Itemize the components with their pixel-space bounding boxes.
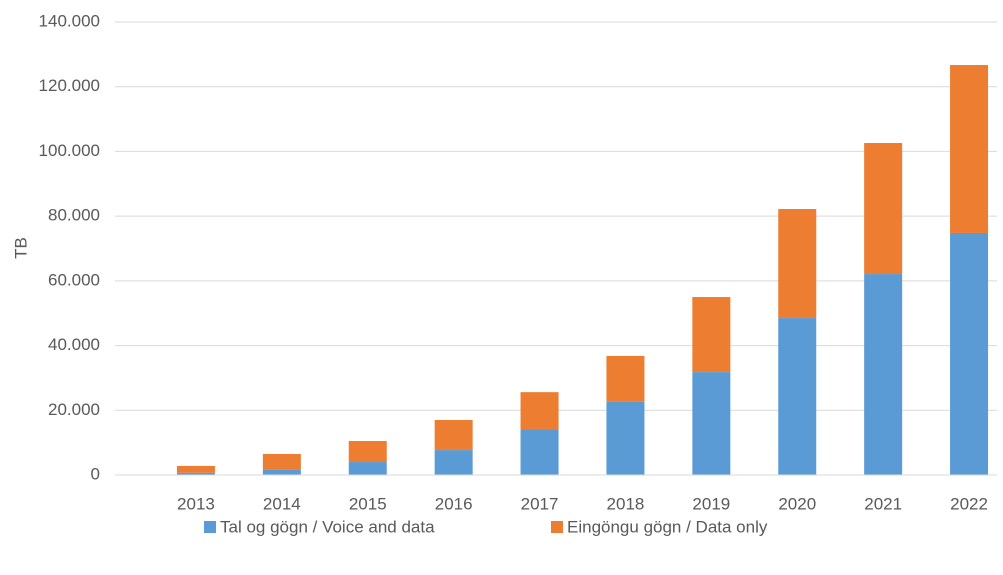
bar-segment bbox=[434, 419, 473, 451]
bar-segment bbox=[864, 143, 903, 275]
x-tick-label: 2015 bbox=[349, 494, 387, 513]
bar-segment bbox=[262, 469, 301, 475]
x-tick-label: 2019 bbox=[692, 494, 730, 513]
y-tick-label: 100.000 bbox=[39, 141, 100, 160]
bar-segment bbox=[176, 465, 215, 473]
x-tick-label: 2022 bbox=[950, 494, 988, 513]
x-tick-label: 2017 bbox=[521, 494, 559, 513]
y-axis-title: TB bbox=[11, 237, 30, 259]
legend-label: Eingöngu gögn / Data only bbox=[567, 517, 768, 536]
legend-swatch bbox=[551, 521, 563, 533]
bar-segment bbox=[950, 65, 989, 233]
bar-segment bbox=[864, 274, 903, 475]
x-tick-label: 2018 bbox=[607, 494, 645, 513]
x-tick-label: 2016 bbox=[435, 494, 473, 513]
y-tick-label: 120.000 bbox=[39, 76, 100, 95]
y-tick-label: 80.000 bbox=[48, 206, 100, 225]
x-tick-label: 2021 bbox=[864, 494, 902, 513]
x-tick-label: 2013 bbox=[177, 494, 215, 513]
bar-segment bbox=[176, 472, 215, 475]
x-tick-label: 2014 bbox=[263, 494, 301, 513]
bar-segment bbox=[348, 462, 387, 475]
bar-segment bbox=[520, 392, 559, 430]
y-tick-label: 40.000 bbox=[48, 335, 100, 354]
bar-segment bbox=[262, 453, 301, 470]
y-tick-label: 0 bbox=[91, 464, 100, 483]
bar-segment bbox=[348, 441, 387, 463]
y-tick-label: 20.000 bbox=[48, 400, 100, 419]
y-tick-label: 60.000 bbox=[48, 270, 100, 289]
y-tick-label: 140.000 bbox=[39, 11, 100, 30]
bar-segment bbox=[692, 297, 731, 373]
bar-segment bbox=[434, 450, 473, 475]
x-tick-label: 2020 bbox=[778, 494, 816, 513]
bar-segment bbox=[606, 401, 645, 475]
bar-segment bbox=[520, 429, 559, 475]
legend-label: Tal og gögn / Voice and data bbox=[220, 517, 435, 536]
legend-swatch bbox=[204, 521, 216, 533]
bar-segment bbox=[778, 318, 817, 475]
bar-segment bbox=[692, 372, 731, 475]
bar-segment bbox=[606, 355, 645, 402]
bar-segment bbox=[778, 209, 817, 319]
bar-segment bbox=[950, 232, 989, 475]
